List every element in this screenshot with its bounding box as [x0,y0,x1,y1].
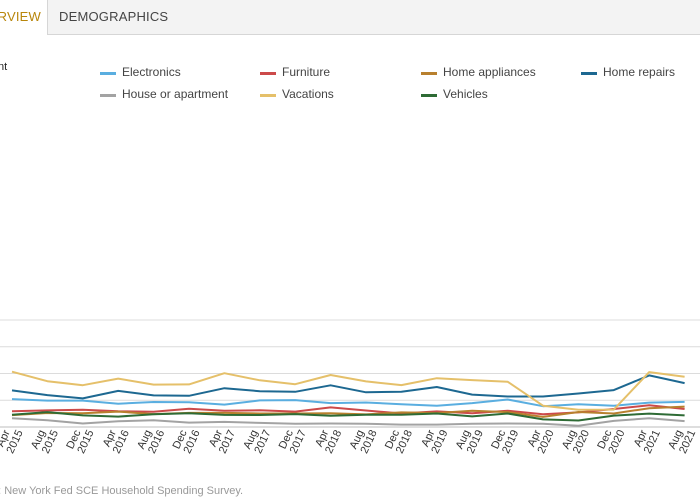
tab-bar: RVIEW DEMOGRAPHICS [0,0,700,35]
tab-overview[interactable]: RVIEW [0,0,48,35]
series-line-vehicles[interactable] [11,411,685,422]
legend-label: Home repairs [603,65,676,79]
chart-legend: Electronics Furniture Home appliances Ho… [0,60,700,108]
series-line-home-repairs[interactable] [11,374,685,400]
legend-swatch [100,72,116,75]
legend-swatch [581,72,597,75]
legend-swatch [260,94,276,97]
series-line-house-or-apartment[interactable] [11,417,685,427]
series-line-vacations[interactable] [11,370,685,411]
legend-label: House or apartment [122,87,229,101]
series-line-electronics[interactable] [11,398,685,408]
legend-label: Electronics [122,65,181,79]
legend-swatch [260,72,276,75]
y-axis-label: nt [0,61,8,73]
legend-label: Home appliances [443,65,536,79]
legend-label: Vacations [282,87,334,101]
legend-label: Vehicles [443,87,488,101]
series-line-home-appliances[interactable] [11,405,685,418]
legend-swatch [421,94,437,97]
source-note: e: New York Fed SCE Household Spending S… [0,485,244,497]
legend-label: Furniture [282,65,331,79]
legend-swatch [100,94,116,97]
tab-demographics[interactable]: DEMOGRAPHICS [59,9,169,24]
legend-swatch [421,72,437,75]
